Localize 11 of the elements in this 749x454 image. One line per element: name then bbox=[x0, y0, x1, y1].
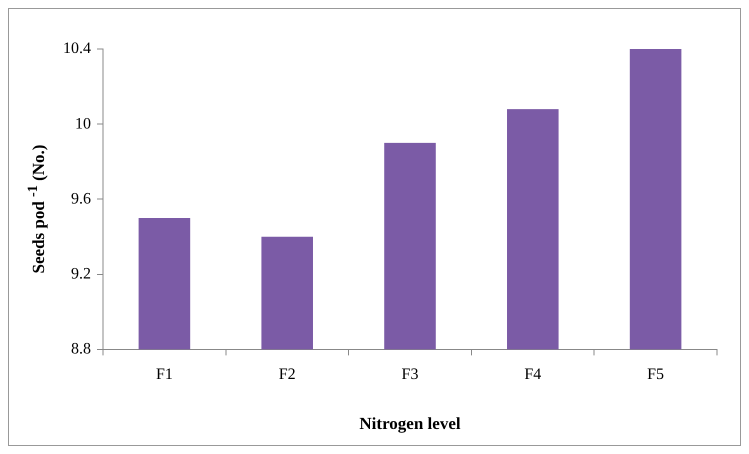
y-tick-label: 10 bbox=[75, 115, 91, 132]
y-tick-label: 9.2 bbox=[71, 266, 91, 283]
x-tick-label: F4 bbox=[524, 366, 542, 384]
x-tick-label: F2 bbox=[278, 366, 296, 384]
x-tick-label: F1 bbox=[156, 366, 173, 384]
x-tick-label: F5 bbox=[647, 366, 664, 384]
x-tick-label: F3 bbox=[402, 366, 418, 384]
y-tick-label: 10.4 bbox=[63, 40, 91, 58]
y-tick-label: 9.6 bbox=[71, 190, 91, 208]
y-tick-label: 8.8 bbox=[71, 340, 91, 358]
x-axis-title: Nitrogen level bbox=[359, 414, 461, 434]
